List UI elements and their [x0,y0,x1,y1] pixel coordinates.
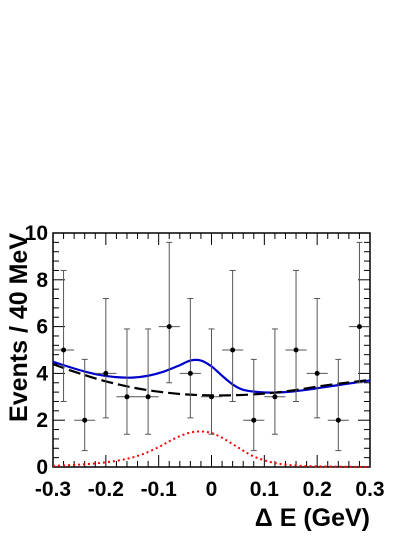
y-tick-label: 0 [36,456,48,479]
x-tick-label: -0.3 [35,478,71,501]
data-marker [251,417,257,423]
data-marker [103,370,109,376]
x-axis-title: Δ E (GeV) [255,504,370,532]
data-marker [272,394,278,400]
y-tick-label: 6 [36,316,48,339]
data-point [179,298,201,419]
y-tick-label: 4 [36,362,48,385]
x-tick-label: 0.1 [250,478,280,501]
data-marker [187,370,193,376]
signal-curve [52,430,371,468]
data-marker [356,324,362,330]
x-tick-label: 0.3 [355,478,384,501]
data-point [200,328,223,435]
data-point [158,241,180,384]
data-marker [209,394,214,400]
data-point [222,269,244,402]
data-point [74,358,96,452]
x-tick-label: 0 [206,478,218,501]
data-marker [82,417,88,423]
data-point [53,269,75,402]
data-marker [230,347,236,353]
data-point [116,328,138,435]
data-marker [61,347,67,353]
data-point [285,269,307,402]
y-tick-label: 8 [36,269,48,292]
y-axis-title: Events / 40 MeV [5,233,33,422]
x-tick-labels: -0.3 -0.2 -0.1 0 0.1 0.2 0.3 [35,478,385,501]
data-marker [314,370,320,376]
data-marker [145,394,151,400]
data-point [264,328,286,435]
y-tick-label: 10 [25,222,48,245]
data-marker [124,394,130,400]
x-tick-label: 0.2 [303,478,332,501]
data-marker [335,417,341,423]
x-tick-label: -0.2 [88,478,124,501]
x-tick-label: -0.1 [141,478,178,501]
data-marker [166,324,172,330]
data-point [306,298,328,419]
data-point [243,358,265,452]
data-point [95,298,117,419]
y-tick-label: 2 [36,409,48,432]
data-marker [293,347,299,353]
data-point [327,358,349,452]
data-point [348,241,370,384]
y-tick-labels: 0 2 4 6 8 10 [25,222,49,479]
data-point [137,328,159,435]
data-points [53,241,370,452]
